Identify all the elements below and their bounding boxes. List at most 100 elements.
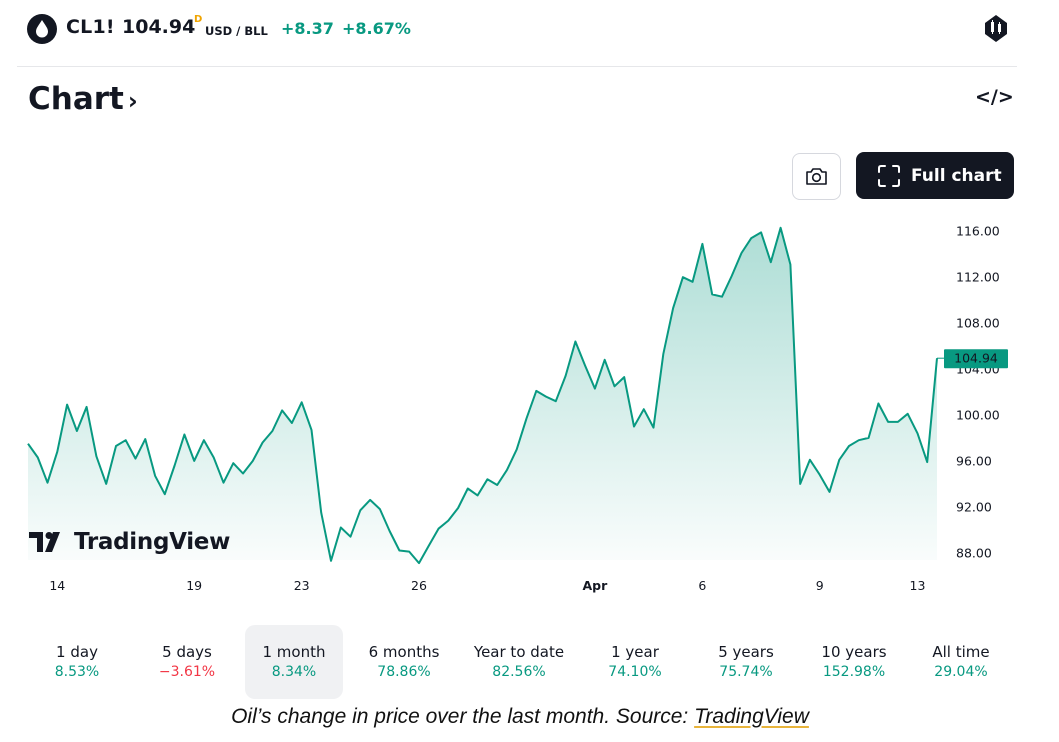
- price-point: [242, 473, 244, 475]
- price-point: [701, 243, 703, 245]
- price-point: [291, 422, 293, 424]
- current-price: 104.94: [122, 16, 196, 38]
- header-divider: [17, 66, 1017, 67]
- price-point: [838, 459, 840, 461]
- price-point: [750, 237, 752, 239]
- range-tab-5[interactable]: 1 year 74.10%: [592, 625, 678, 699]
- price-point: [203, 439, 205, 441]
- price-point: [398, 550, 400, 552]
- range-tab-2[interactable]: 1 month 8.34%: [245, 625, 343, 699]
- price-point: [770, 261, 772, 263]
- price-point: [682, 276, 684, 278]
- chart-section-title[interactable]: Chart ›: [28, 81, 138, 117]
- price-point: [350, 536, 352, 538]
- tradingview-logo-icon: [29, 532, 60, 552]
- price-point: [320, 512, 322, 514]
- price-point: [907, 413, 909, 415]
- embed-code-icon[interactable]: </>: [975, 86, 1014, 108]
- range-label: 1 month: [262, 643, 326, 661]
- price-point: [125, 439, 127, 441]
- price-point: [633, 426, 635, 428]
- range-tab-8[interactable]: All time 29.04%: [916, 625, 1006, 699]
- price-point: [418, 562, 420, 564]
- x-tick-label: 9: [816, 578, 824, 593]
- price-series-line[interactable]: [27, 226, 938, 565]
- symbol-ticker[interactable]: CL1!: [66, 16, 115, 38]
- range-tab-0[interactable]: 1 day 8.53%: [34, 625, 120, 699]
- price-area-fill: [28, 227, 937, 564]
- price-point: [604, 359, 606, 361]
- price-point: [760, 231, 762, 233]
- range-label: 5 years: [718, 643, 774, 661]
- price-flag: D: [194, 14, 203, 25]
- caption-source-link[interactable]: TradingView: [694, 705, 809, 728]
- price-point: [672, 307, 674, 309]
- range-change-value: 82.56%: [492, 664, 546, 680]
- full-chart-button[interactable]: Full chart: [856, 152, 1014, 199]
- price-point: [47, 482, 49, 484]
- range-change-value: 78.86%: [377, 664, 431, 680]
- range-change-value: 152.98%: [822, 664, 886, 680]
- price-point: [379, 508, 381, 510]
- price-point: [115, 445, 117, 447]
- price-point: [144, 438, 146, 440]
- price-point: [887, 421, 889, 423]
- price-point: [545, 396, 547, 398]
- range-tab-1[interactable]: 5 days −3.61%: [144, 625, 230, 699]
- x-tick-label: 6: [698, 578, 706, 593]
- range-change-value: 8.34%: [271, 664, 317, 680]
- price-point: [858, 439, 860, 441]
- price-point: [232, 462, 234, 464]
- range-tab-4[interactable]: Year to date 82.56%: [463, 625, 575, 699]
- price-point: [653, 427, 655, 429]
- range-change-value: 8.53%: [54, 664, 100, 680]
- price-point: [574, 341, 576, 343]
- price-point: [819, 474, 821, 476]
- price-point: [877, 403, 879, 405]
- range-tab-3[interactable]: 6 months 78.86%: [354, 625, 454, 699]
- range-label: 5 days: [162, 643, 212, 661]
- change-absolute: +8.37: [281, 19, 334, 38]
- price-point: [496, 484, 498, 486]
- chart-title-text: Chart: [28, 81, 124, 117]
- price-point: [506, 469, 508, 471]
- price-point: [359, 509, 361, 511]
- snapshot-button[interactable]: [792, 153, 841, 200]
- last-value-badge: [944, 349, 1008, 369]
- price-point: [467, 488, 469, 490]
- y-tick-label: 92.00: [956, 499, 992, 514]
- price-point: [584, 365, 586, 367]
- y-tick-label: 100.00: [956, 408, 1000, 423]
- range-label: 6 months: [368, 643, 440, 661]
- currency-unit: USD / BLL: [205, 24, 268, 38]
- range-tab-7[interactable]: 10 years 152.98%: [804, 625, 904, 699]
- price-point: [193, 460, 195, 462]
- price-point: [135, 458, 137, 460]
- price-point: [428, 545, 430, 547]
- price-point: [623, 376, 625, 378]
- x-tick-label: 13: [910, 578, 926, 593]
- price-point: [711, 293, 713, 295]
- price-point: [27, 443, 29, 445]
- price-point: [105, 483, 107, 485]
- price-point: [692, 281, 694, 283]
- price-point: [213, 457, 215, 459]
- price-point: [614, 385, 616, 387]
- price-point: [516, 448, 518, 450]
- range-change-value: −3.61%: [158, 664, 216, 680]
- price-point: [565, 375, 567, 377]
- change-percent: +8.67%: [342, 19, 411, 38]
- price-point: [95, 455, 97, 457]
- price-point: [789, 264, 791, 266]
- caption-text: Oil’s change in price over the last mont…: [231, 705, 689, 728]
- price-point: [66, 404, 68, 406]
- range-tab-6[interactable]: 5 years 75.74%: [701, 625, 791, 699]
- price-point: [486, 478, 488, 480]
- y-tick-label: 112.00: [956, 270, 1000, 285]
- alert-bell-icon[interactable]: [980, 12, 1012, 44]
- price-point: [594, 388, 596, 390]
- fullscreen-icon: [878, 164, 900, 187]
- price-chart[interactable]: 88.0092.0096.00100.00104.00108.00112.001…: [0, 200, 1059, 610]
- x-tick-label: 26: [411, 578, 427, 593]
- price-point: [780, 227, 782, 229]
